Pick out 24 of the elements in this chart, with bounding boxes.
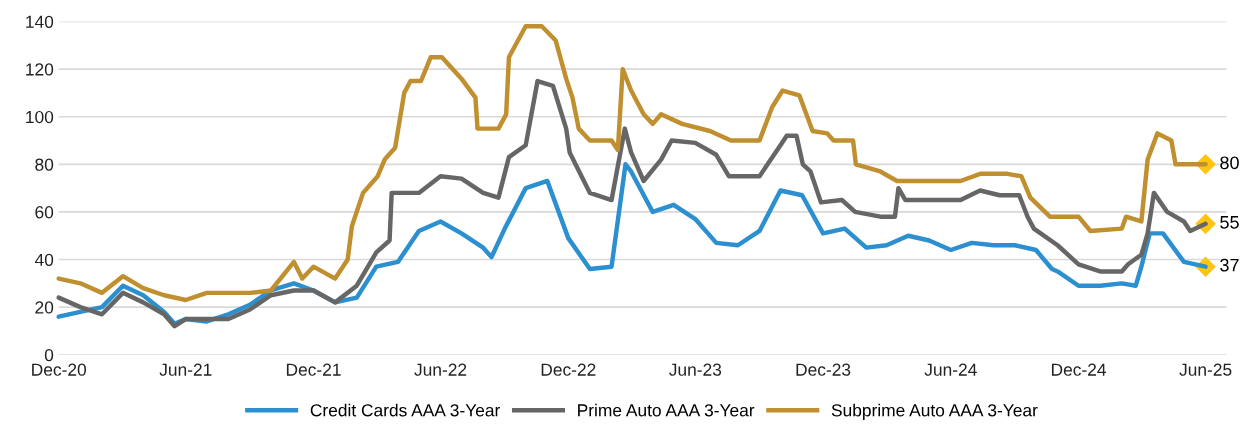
y-tick-label: 120 [26,63,54,76]
x-tick-label: Dec-22 [541,363,596,376]
data-label: 55 [1220,216,1239,229]
data-label: 37 [1220,258,1239,272]
y-tick-label: 0 [44,348,54,362]
x-tick-label: Jun-22 [414,363,467,376]
data-label: 80 [1220,156,1239,170]
x-tick-label: Jun-24 [924,363,977,376]
y-tick-label: 20 [35,301,54,314]
y-tick-label: 40 [34,253,54,266]
legend-label: Subprime Auto AAA 3-Year [831,403,1038,420]
x-tick-label: Dec-21 [286,363,341,376]
x-tick-label: Jun-23 [669,363,722,376]
x-tick-label: Dec-23 [796,363,851,376]
x-tick-label: Jun-21 [159,363,212,376]
y-tick-label: 80 [35,158,54,171]
y-tick-label: 140 [26,15,54,28]
x-tick-label: Dec-24 [1051,363,1107,376]
x-tick-label: Jun-25 [1179,363,1232,376]
x-tick-label: Dec-20 [32,363,87,376]
y-tick-label: 100 [26,110,54,124]
y-tick-label: 60 [35,206,54,219]
legend-label: Prime Auto AAA 3-Year [578,403,755,417]
legend-label: Credit Cards AAA 3-Year [310,403,501,417]
